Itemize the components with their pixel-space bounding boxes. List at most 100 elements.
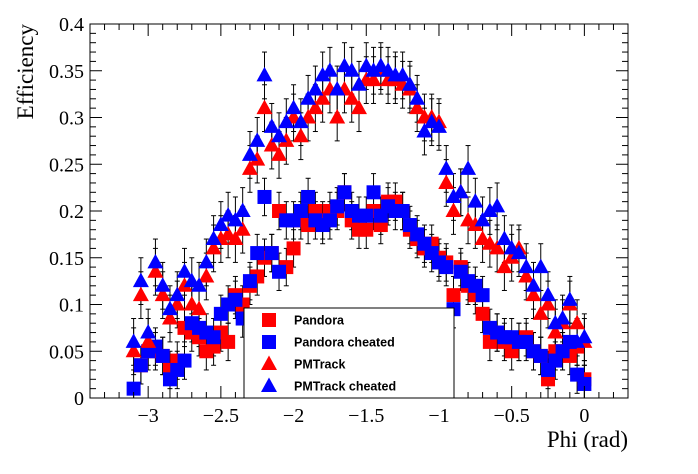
data-markers [125,57,593,396]
pmtrack-cheated-point [569,333,586,348]
pmtrack-cheated-point [351,76,367,91]
pmtrack-point [503,249,520,264]
pmtrack-point [496,258,513,274]
pmtrack-cheated-point [154,277,171,292]
pmtrack-cheated-point [394,66,411,82]
pmtrack-point [292,127,309,143]
pmtrack-cheated-point [525,277,542,292]
pandora-cheated-point [337,185,352,200]
x-tick-label: 0 [579,405,589,427]
pmtrack-point [205,239,222,255]
pmtrack-cheated-point [140,324,157,339]
axes: −3 −2.5 −2 −1.5 −1 −0.5 0 0 0.05 0.1 0.15 0.2 0.25 0.… [49,14,629,427]
y-tick-label: 0.15 [49,248,84,270]
pmtrack-cheated-point [481,202,498,217]
pmtrack-cheated-point [212,216,229,232]
pmtrack-point [249,151,266,166]
pmtrack-point [161,310,178,325]
x-tick-label: −1 [428,405,449,427]
legend-marker [261,355,277,370]
pmtrack-point [241,160,258,175]
legend-marker [262,335,276,349]
pandora-cheated-point [322,213,337,228]
pmtrack-cheated-point [263,118,280,133]
pandora-cheated-point [257,189,272,204]
x-tick-label: −3 [138,405,159,427]
y-tick-label: 0.4 [59,14,84,36]
legend-label: PMTrack cheated [294,380,396,394]
pmtrack-point [263,137,280,152]
pmtrack-cheated-point [474,211,491,227]
x-tick-label: −0.5 [494,405,530,427]
pandora-cheated-point [126,381,141,396]
pmtrack-cheated-point [241,146,258,161]
pmtrack-cheated-point [176,263,193,278]
pmtrack-cheated-point [249,132,266,147]
pmtrack-cheated-point [329,80,346,96]
pmtrack-cheated-point [205,230,222,246]
legend-box [243,307,455,399]
pmtrack-point [198,267,215,283]
pmtrack-point [438,174,455,189]
pandora-cheated-point [533,348,548,363]
pmtrack-cheated-point [300,90,317,105]
legend: Pandora Pandora cheated PMTrack PMTrack che… [243,307,455,399]
pmtrack-point [547,324,564,339]
pmtrack-cheated-point [532,258,549,274]
pmtrack-cheated-point [401,76,418,91]
pmtrack-cheated-point [518,258,535,274]
pmtrack-point [147,263,164,278]
pandora-cheated-point [366,185,381,200]
pmtrack-cheated-point [409,90,426,105]
pandora-cheated-point [475,288,490,303]
pandora-point [475,306,490,321]
pmtrack-point [445,202,462,217]
pmtrack-point [409,99,426,115]
pmtrack-point [176,277,193,292]
pmtrack-cheated-point [343,62,360,77]
pandora-cheated-point [359,208,374,223]
x-axis-title: Phi (rad) [547,427,628,452]
pmtrack-cheated-point [234,202,251,217]
pandora-cheated-point [264,246,279,261]
pmtrack-cheated-point [460,160,477,175]
pmtrack-point [540,296,557,311]
legend-marker [262,313,276,327]
pmtrack-cheated-point [285,99,302,115]
pmtrack-cheated-point [314,66,331,82]
pmtrack-cheated-point [132,272,149,288]
pmtrack-point [256,99,273,115]
pmtrack-cheated-point [554,310,571,325]
pmtrack-point [191,300,208,316]
pmtrack-point [351,99,367,115]
pmtrack-cheated-point [547,314,564,330]
pmtrack-cheated-point [307,80,324,96]
pmtrack-point [271,146,288,161]
pandora-cheated-point [177,353,192,368]
pmtrack-point [569,314,586,330]
legend-label: Pandora [294,314,345,328]
y-tick-label: 0.25 [49,154,84,176]
pandora-point [221,334,236,349]
legend-marker [261,377,277,392]
pmtrack-cheated-point [227,211,244,227]
pmtrack-cheated-point [452,183,469,199]
pmtrack-point [278,132,295,147]
pandora-cheated-point [293,204,308,218]
pmtrack-point [132,286,149,302]
pmtrack-point [314,90,331,105]
pmtrack-cheated-point [256,66,273,82]
pmtrack-cheated-point [278,113,295,129]
pmtrack-cheated-point [540,286,557,302]
x-tick-label: −2.5 [203,405,239,427]
y-axis-title: Efficiency [13,24,38,120]
pmtrack-cheated-point [467,193,484,208]
pmtrack-point [489,239,506,255]
legend-label: PMTrack [294,358,345,372]
pmtrack-cheated-point [416,123,433,138]
pmtrack-cheated-point [292,113,309,129]
pmtrack-cheated-point [169,286,186,302]
y-tick-label: 0.3 [59,108,84,130]
pmtrack-cheated-point [271,127,288,143]
